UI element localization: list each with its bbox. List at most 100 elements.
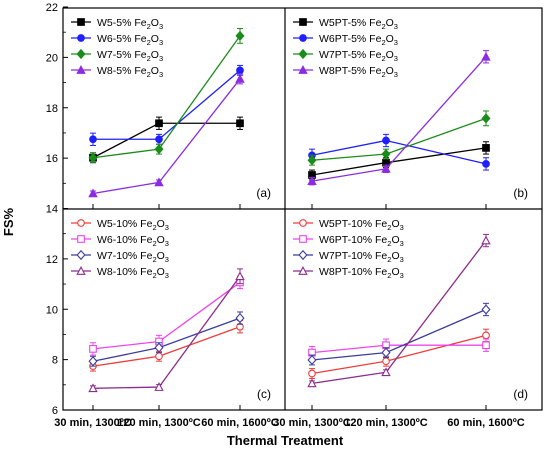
legend-label: W6PT-5% Fe2O3 xyxy=(319,33,398,47)
series-line xyxy=(311,308,487,361)
data-point xyxy=(381,347,391,358)
y-tick-label: 14 xyxy=(46,204,58,216)
data-point xyxy=(154,144,164,155)
legend-marker xyxy=(298,48,308,60)
data-point xyxy=(381,148,391,160)
legend-marker xyxy=(298,249,308,261)
data-point xyxy=(481,113,491,124)
legend-label: W8PT-10% Fe2O3 xyxy=(319,266,404,280)
data-point xyxy=(154,177,164,187)
legend-label: W5-10% Fe2O3 xyxy=(97,218,169,232)
y-tick-label: 22 xyxy=(46,2,58,14)
data-point xyxy=(235,30,245,41)
legend-marker xyxy=(298,65,308,74)
data-point xyxy=(155,135,163,144)
legend-label: W6-5% Fe2O3 xyxy=(97,33,163,47)
legend-label: W5PT-5% Fe2O3 xyxy=(319,17,398,31)
data-point xyxy=(88,188,98,198)
data-point xyxy=(89,135,97,144)
panel-label: (a) xyxy=(256,186,271,200)
panel-c: W5-10% Fe2O3 W6-10% Fe2O3 W7-10% Fe2O3 W8-1… xyxy=(71,218,271,401)
legend-label: W8PT-5% Fe2O3 xyxy=(319,65,398,79)
panel-a: W5-5% Fe2O3 W6-5% Fe2O3 W7-5% Fe2O3 W8-5% F… xyxy=(71,17,271,200)
legend-marker xyxy=(299,18,307,26)
legend-label: W6PT-10% Fe2O3 xyxy=(319,234,404,248)
data-point xyxy=(481,235,491,245)
data-point xyxy=(382,136,390,145)
series-line xyxy=(92,317,241,362)
data-point xyxy=(154,382,164,391)
legend-label: W6-10% Fe2O3 xyxy=(97,234,169,248)
y-tick-label: 12 xyxy=(46,254,58,266)
data-point xyxy=(235,312,245,324)
data-point xyxy=(154,342,164,353)
panel-label: (b) xyxy=(513,186,528,200)
legend-label: W8-5% Fe2O3 xyxy=(97,65,163,79)
data-point xyxy=(482,144,490,152)
data-point xyxy=(381,163,391,173)
legend-label: W5PT-10% Fe2O3 xyxy=(319,218,404,232)
data-point xyxy=(236,119,244,128)
legend-label: W7PT-5% Fe2O3 xyxy=(319,49,398,63)
legend-label: W7-10% Fe2O3 xyxy=(97,250,169,264)
x-tick-label: 30 min, 1300ºC xyxy=(273,417,350,429)
data-point xyxy=(307,176,317,185)
data-point xyxy=(482,341,490,350)
series-line xyxy=(92,122,240,159)
data-point xyxy=(308,369,316,378)
data-point xyxy=(88,383,98,393)
series-line xyxy=(93,69,241,140)
data-point xyxy=(382,357,390,366)
legend-marker xyxy=(76,48,86,60)
x-tick-label: 30 min, 1300ºC xyxy=(54,417,131,429)
x-tick-label: 60 min, 1600ºC xyxy=(447,417,524,429)
data-point xyxy=(482,331,490,340)
legend-label: W5-5% Fe2O3 xyxy=(97,17,163,31)
data-point xyxy=(235,271,245,281)
data-point xyxy=(481,304,491,315)
y-tick-label: 10 xyxy=(46,304,58,316)
series-line xyxy=(92,281,241,350)
legend-marker xyxy=(298,266,308,275)
data-point xyxy=(381,367,391,377)
data-point xyxy=(481,51,491,61)
data-point xyxy=(482,160,490,168)
legend-marker xyxy=(77,18,85,26)
data-point xyxy=(307,354,317,366)
y-tick-label: 8 xyxy=(52,355,58,367)
data-point xyxy=(235,73,245,83)
data-point xyxy=(155,119,163,128)
data-point xyxy=(88,152,98,163)
legend-marker xyxy=(77,34,85,42)
panel-label: (d) xyxy=(513,387,528,401)
data-point xyxy=(89,345,97,353)
panel-label: (c) xyxy=(257,387,271,401)
legend-marker xyxy=(76,266,86,275)
series-line xyxy=(92,78,241,195)
data-point xyxy=(307,378,317,388)
data-point xyxy=(88,356,98,367)
x-tick-label: 60 min, 1600ºC xyxy=(201,417,278,429)
x-axis-label: Thermal Treatment xyxy=(227,433,344,448)
data-point xyxy=(155,352,163,361)
legend-label: W7-5% Fe2O3 xyxy=(97,49,163,63)
series-line xyxy=(311,147,487,176)
legend-marker xyxy=(299,235,307,243)
legend-marker xyxy=(76,249,86,261)
panel-b: W5PT-5% Fe2O3 W6PT-5% Fe2O3 W7PT-5% Fe2O3 W… xyxy=(293,17,528,200)
x-tick-label: 120 min, 1300ºC xyxy=(344,417,428,429)
y-tick-label: 16 xyxy=(46,153,58,165)
legend-marker xyxy=(77,219,85,227)
y-axis-label: FS% xyxy=(1,207,16,236)
legend-marker xyxy=(299,34,307,42)
legend-label: W7PT-10% Fe2O3 xyxy=(319,250,404,264)
legend-marker xyxy=(77,235,85,243)
x-tick-label: 120 min, 1300ºC xyxy=(117,417,201,429)
legend-label: W8-10% Fe2O3 xyxy=(97,266,169,280)
y-tick-label: 20 xyxy=(46,52,58,64)
series-line xyxy=(92,275,241,389)
legend-marker xyxy=(299,219,307,227)
y-tick-label: 18 xyxy=(46,103,58,115)
